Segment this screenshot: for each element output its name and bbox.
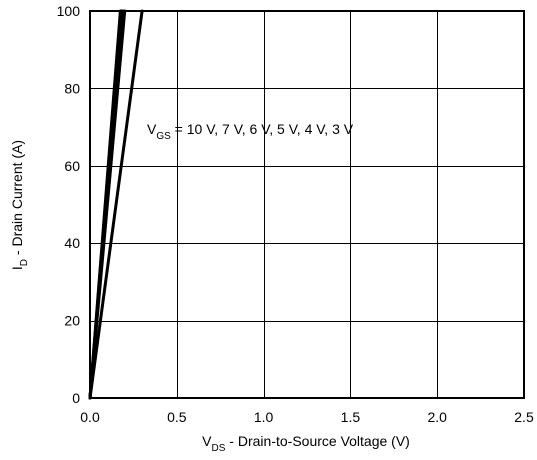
series-line-5 [88,9,144,400]
x-tick-label: 2.5 [514,409,534,425]
vgs-annotation-main: V [147,121,157,137]
x-tick-labels: 0.0 0.5 1.0 1.5 2.0 2.5 [80,409,534,425]
vgs-annotation: VGS = 10 V, 7 V, 6 V, 5 V, 4 V, 3 V [147,121,354,142]
y-tick-label: 60 [64,158,80,174]
y-tick-label: 100 [57,3,81,19]
x-tick-label: 0.0 [80,409,100,425]
grid [90,11,525,399]
x-axis-label-sub: DS [212,443,226,454]
y-axis-label: ID - Drain Current (A) [9,140,30,270]
x-tick-label: 0.5 [167,409,187,425]
y-axis-label-main: I [9,266,25,270]
plot-frame [89,10,525,399]
x-tick-label: 1.5 [341,409,361,425]
x-tick-label: 2.0 [427,409,447,425]
y-tick-label: 20 [64,313,80,329]
y-tick-label: 0 [72,390,80,406]
vgs-annotation-rest: = 10 V, 7 V, 6 V, 5 V, 4 V, 3 V [171,121,354,137]
y-axis-label-rest: - Drain Current (A) [9,140,25,259]
y-tick-label: 80 [64,80,80,96]
x-axis-label: VDS - Drain-to-Source Voltage (V) [202,433,410,454]
series-group [88,9,144,400]
series-line-4 [88,9,127,400]
y-tick-label: 40 [64,235,80,251]
y-axis-label-sub: D [19,259,30,266]
x-axis-label-main: V [202,433,212,449]
y-tick-labels: 0 20 40 60 80 100 [57,3,81,406]
vgs-annotation-sub: GS [156,131,171,142]
x-tick-label: 1.0 [254,409,274,425]
x-axis-label-rest: - Drain-to-Source Voltage (V) [225,433,409,449]
